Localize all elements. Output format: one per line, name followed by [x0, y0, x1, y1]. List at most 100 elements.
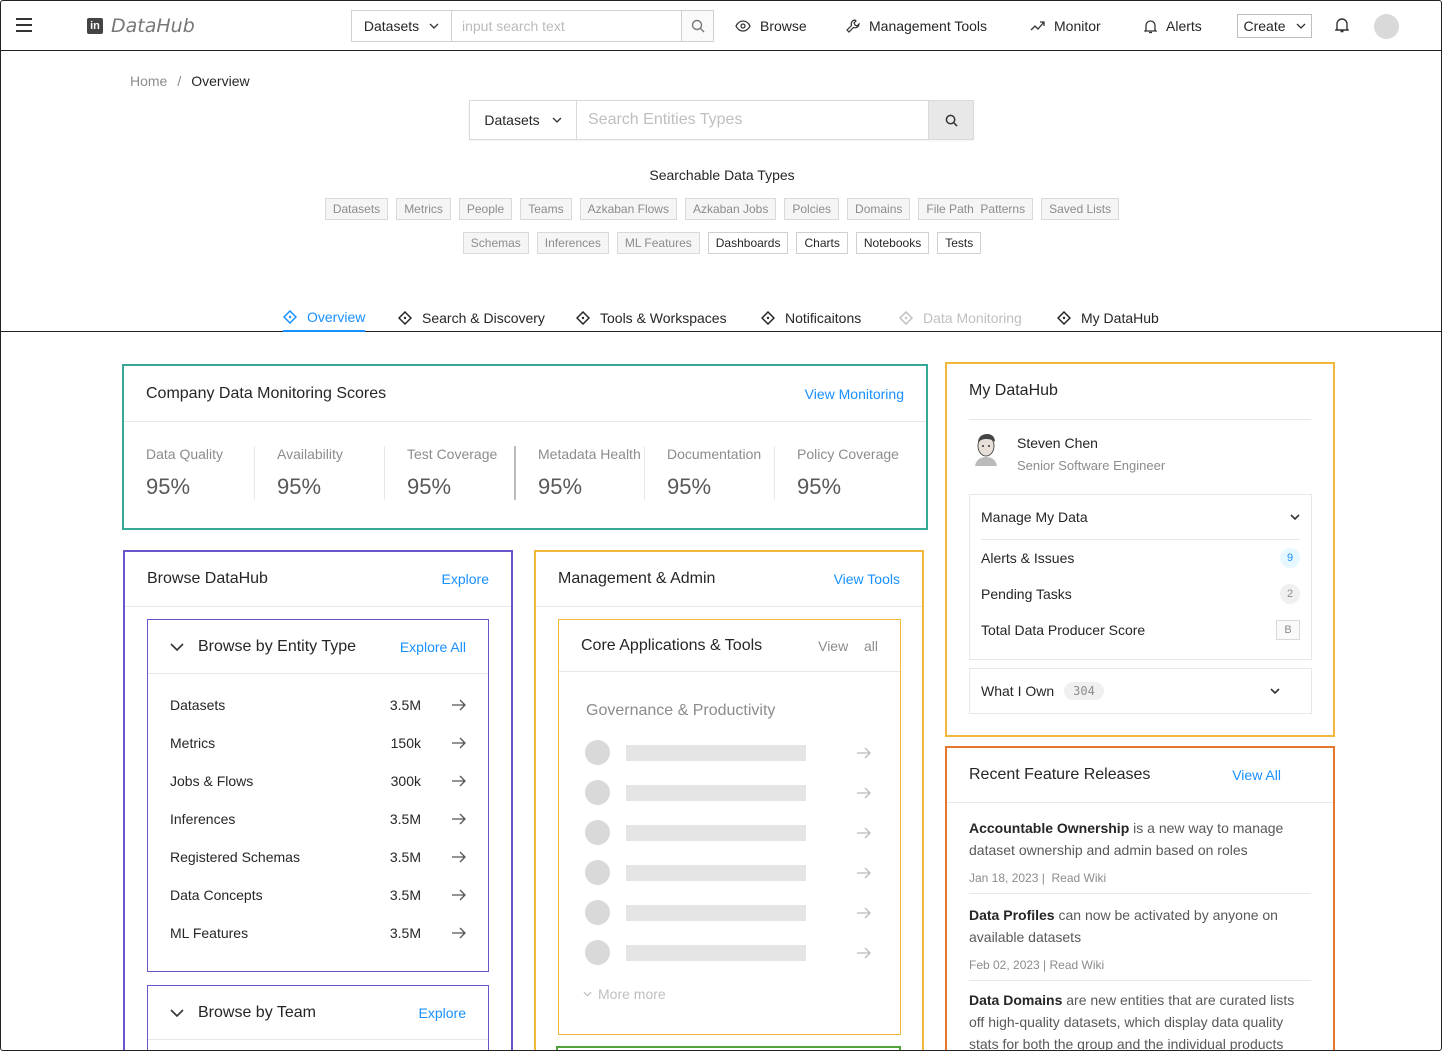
- core-panel-title: Core Applications & Tools: [581, 636, 763, 654]
- entity-row-registered-schemas[interactable]: Registered Schemas 3.5M: [148, 838, 488, 876]
- hamburger-menu-icon[interactable]: [16, 18, 32, 32]
- manage-my-data-header[interactable]: Manage My Data: [981, 495, 1300, 540]
- alerts-issues-row[interactable]: Alerts & Issues 9: [970, 540, 1311, 576]
- metric-label: Data Quality: [146, 446, 224, 462]
- entity-row-metrics[interactable]: Metrics 150k: [148, 724, 488, 762]
- bell-icon: [1144, 19, 1157, 33]
- owned-count-badge: 304: [1064, 682, 1104, 700]
- chevron-down-icon[interactable]: [170, 642, 184, 651]
- skeleton-row[interactable]: [585, 740, 871, 765]
- chevron-down-icon[interactable]: [170, 1008, 184, 1017]
- top-search-button[interactable]: [681, 11, 713, 41]
- pending-tasks-row[interactable]: Pending Tasks 2: [970, 576, 1311, 612]
- breadcrumb-home[interactable]: Home: [130, 73, 168, 89]
- user-avatar[interactable]: [1374, 14, 1399, 39]
- tab-search-discovery[interactable]: Search & Discovery: [398, 304, 545, 332]
- tag-notebooks[interactable]: Notebooks: [855, 232, 930, 254]
- skeleton-bar: [626, 944, 806, 961]
- release-description: is a new way to manage dataset ownership…: [969, 820, 1284, 858]
- tag-datasets[interactable]: Datasets: [324, 198, 389, 220]
- release-feature-name[interactable]: Accountable Ownership: [969, 820, 1130, 836]
- tag-metrics[interactable]: Metrics: [396, 198, 451, 220]
- top-search-input[interactable]: [452, 11, 681, 41]
- skeleton-bar: [626, 784, 806, 801]
- my-datahub-card: My DataHub Steven Chen Senior Software E…: [945, 362, 1335, 737]
- skeleton-avatar: [585, 820, 610, 845]
- tag-schemas[interactable]: Schemas: [462, 232, 529, 254]
- entity-row-data-concepts[interactable]: Data Concepts 3.5M: [148, 876, 488, 914]
- producer-score-row[interactable]: Total Data Producer Score B: [970, 612, 1311, 648]
- skeleton-avatar: [585, 900, 610, 925]
- searchable-types-row-2: Schemas Inferences ML Features Dashboard…: [1, 232, 1441, 254]
- more-button[interactable]: More more: [583, 986, 666, 1002]
- browse-explore-link[interactable]: Explore: [441, 571, 489, 587]
- tag-ml-features[interactable]: ML Features: [616, 232, 700, 254]
- tag-inferences[interactable]: Inferences: [536, 232, 609, 254]
- tab-my-datahub[interactable]: My DataHub: [1057, 304, 1159, 332]
- release-feature-name[interactable]: Data Domains: [969, 992, 1063, 1008]
- browse-by-entity-panel: Browse by Entity Type Explore All Datase…: [147, 619, 489, 972]
- tag-saved-lists[interactable]: Saved Lists: [1041, 198, 1120, 220]
- top-search-type-label: Datasets: [363, 18, 420, 34]
- breadcrumb: Home / Overview: [130, 73, 250, 89]
- tag-policies[interactable]: Polcies: [784, 198, 840, 220]
- tab-tools-workspaces[interactable]: Tools & Workspaces: [576, 304, 727, 332]
- tab-tools-label: Tools & Workspaces: [600, 310, 727, 326]
- entity-name: Datasets: [170, 697, 226, 713]
- tag-dashboards[interactable]: Dashboards: [707, 232, 789, 254]
- explore-all-link[interactable]: Explore All: [399, 638, 466, 655]
- tag-teams[interactable]: Teams: [520, 198, 572, 220]
- team-explore-link[interactable]: Explore: [418, 1004, 466, 1021]
- metric-value: 95%: [538, 474, 583, 499]
- core-panel-header: Core Applications & Tools View all: [559, 620, 900, 672]
- entity-count: 300k: [390, 773, 421, 789]
- release-feature-name[interactable]: Data Profiles: [969, 907, 1055, 923]
- nav-management-tools[interactable]: Management Tools: [846, 18, 987, 34]
- top-search-type-select[interactable]: Datasets: [352, 11, 452, 41]
- view-monitoring-link[interactable]: View Monitoring: [804, 385, 904, 402]
- entity-count: 150k: [390, 735, 421, 751]
- skeleton-row[interactable]: [585, 780, 871, 805]
- tag-people[interactable]: People: [458, 198, 513, 220]
- entity-row-inferences[interactable]: Inferences 3.5M: [148, 800, 488, 838]
- entity-row-ml-features[interactable]: ML Features 3.5M: [148, 914, 488, 952]
- diamond-icon: [899, 311, 913, 325]
- governance-section-title: Governance & Productivity: [586, 702, 776, 719]
- team-panel-title: Browse by Team: [198, 1003, 316, 1021]
- tab-overview[interactable]: Overview: [283, 304, 366, 332]
- tag-charts[interactable]: Charts: [796, 232, 848, 254]
- tab-data-monitoring[interactable]: Data Monitoring: [899, 304, 1022, 332]
- entity-row-jobs-flows[interactable]: Jobs & Flows 300k: [148, 762, 488, 800]
- create-button[interactable]: Create: [1237, 14, 1312, 38]
- skeleton-row[interactable]: [585, 940, 871, 965]
- nav-monitor[interactable]: Monitor: [1030, 18, 1101, 34]
- view-all-releases-link[interactable]: View All: [1232, 767, 1281, 783]
- tag-tests[interactable]: Tests: [937, 232, 982, 254]
- entity-type-select[interactable]: Datasets: [470, 101, 577, 139]
- datahub-logo[interactable]: in DataHub: [87, 15, 195, 37]
- tag-file-path-patterns[interactable]: File Path Patterns: [918, 198, 1034, 220]
- release-meta: Feb 02, 2023 | Read Wiki: [969, 958, 1105, 972]
- skeleton-row[interactable]: [585, 900, 871, 925]
- chevron-down-icon: [552, 117, 562, 123]
- tag-azkaban-flows[interactable]: Azkaban Flows: [579, 198, 677, 220]
- arrow-right-icon: [452, 737, 466, 749]
- entity-row-datasets[interactable]: Datasets 3.5M: [148, 686, 488, 724]
- entity-count: 3.5M: [389, 849, 421, 865]
- skeleton-row[interactable]: [585, 820, 871, 845]
- tab-notifications[interactable]: Notificaitons: [761, 304, 861, 332]
- tag-azkaban-jobs[interactable]: Azkaban Jobs: [684, 198, 777, 220]
- notifications-bell-icon[interactable]: [1334, 17, 1350, 38]
- skeleton-row[interactable]: [585, 860, 871, 885]
- arrow-right-icon: [452, 699, 466, 711]
- view-tools-link[interactable]: View Tools: [833, 571, 900, 587]
- entity-search-button[interactable]: [928, 101, 973, 139]
- nav-browse[interactable]: Browse: [735, 18, 807, 34]
- entity-count: 3.5M: [389, 811, 421, 827]
- what-i-own-panel[interactable]: What I Own 304: [969, 668, 1312, 714]
- entity-search-input[interactable]: [577, 101, 928, 139]
- core-view-all-link[interactable]: View all: [818, 637, 878, 654]
- nav-alerts[interactable]: Alerts: [1144, 18, 1202, 34]
- metric-data-quality: Data Quality 95%: [124, 446, 254, 500]
- tag-domains[interactable]: Domains: [847, 198, 911, 220]
